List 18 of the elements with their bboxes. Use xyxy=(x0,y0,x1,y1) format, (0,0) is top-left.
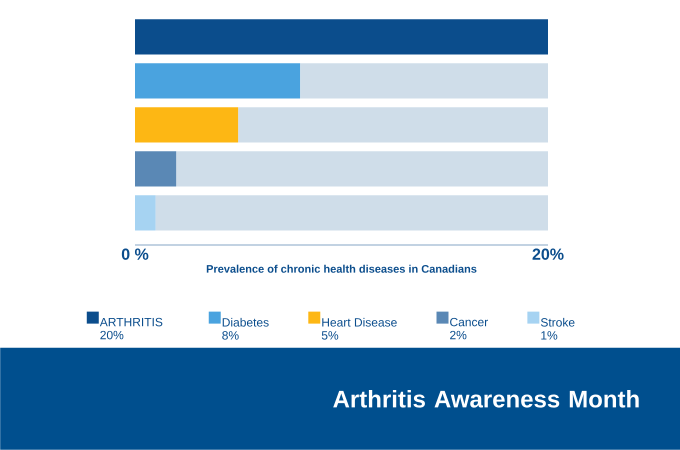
legend-label: Diabetes 8% xyxy=(222,318,269,340)
legend-label: ARTHRITIS 20% xyxy=(100,318,162,340)
x-axis-title: Prevalence of chronic health diseases in Canadians xyxy=(206,264,476,273)
bar xyxy=(300,63,548,98)
bar xyxy=(135,63,300,98)
bar xyxy=(135,19,548,54)
bar xyxy=(135,151,176,186)
bar xyxy=(156,195,548,230)
x-tick-label: 20% xyxy=(532,248,564,260)
bar xyxy=(238,107,548,142)
text: Arthritis Awareness Month xyxy=(333,390,639,408)
legend-label: Stroke 1% xyxy=(540,318,575,340)
legend-label: Cancer 2% xyxy=(450,318,488,340)
legend-label: Heart Disease 5% xyxy=(322,318,397,340)
bar xyxy=(135,195,156,230)
x-tick-label: 0 % xyxy=(122,248,148,260)
bar xyxy=(176,151,548,186)
bar xyxy=(135,107,238,142)
